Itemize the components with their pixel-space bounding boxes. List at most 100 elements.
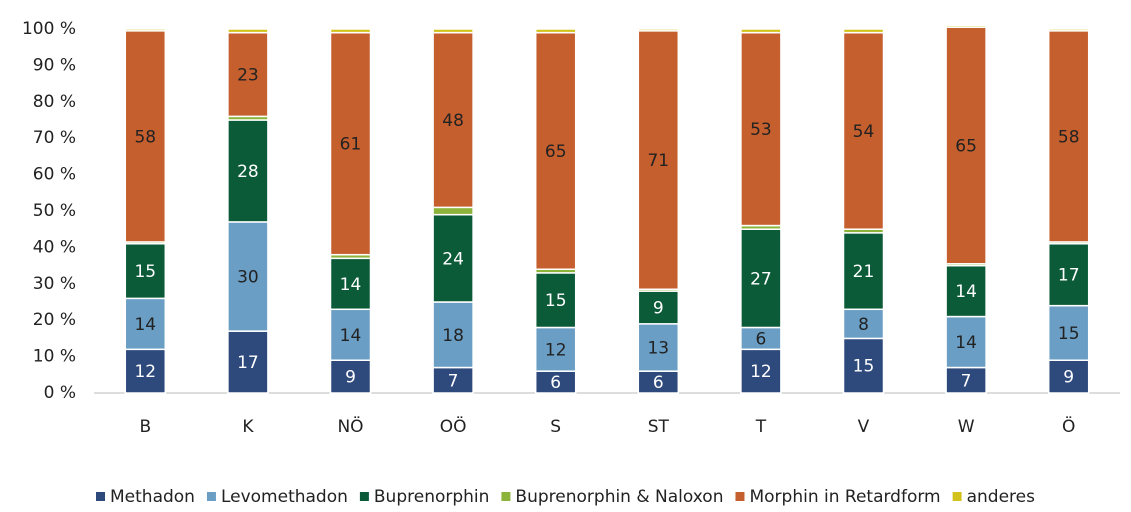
x-tick-label: NÖ (337, 415, 363, 437)
bar-segment (329, 257, 372, 311)
bar-segment (945, 24, 987, 28)
bar-segment (842, 28, 885, 34)
bar-segment (227, 221, 269, 332)
bar-segment (227, 330, 269, 394)
legend-label: Buprenorphin (374, 487, 490, 507)
data-label: 12 (750, 362, 772, 382)
data-label: 58 (134, 127, 156, 147)
legend: Methadon Levomethadon Buprenorphin Buprenor… (96, 487, 1035, 507)
data-label: 9 (1063, 368, 1074, 388)
legend-swatch (206, 492, 216, 501)
y-tick-label: 20 % (33, 310, 76, 330)
bar-segment (842, 31, 885, 230)
data-label: 48 (442, 111, 464, 131)
data-label: 7 (961, 371, 972, 391)
bar-segment (227, 119, 269, 223)
bar-segment (124, 348, 167, 394)
bar-segment (432, 28, 474, 34)
x-tick-label: S (550, 417, 561, 437)
data-label: 15 (545, 291, 567, 311)
bar-segment (329, 28, 372, 34)
bar-segment (124, 28, 167, 32)
bar-segment (124, 30, 167, 243)
bar-segment (637, 323, 680, 372)
x-tick-label: B (139, 417, 151, 437)
bar-segment (740, 228, 782, 329)
bar-segment (1047, 28, 1090, 32)
data-label: 65 (545, 142, 567, 162)
data-label: 12 (545, 340, 567, 360)
y-tick-label: 70 % (33, 128, 76, 148)
data-label: 14 (340, 275, 362, 295)
data-label: 24 (442, 249, 464, 269)
bar-segment (842, 308, 885, 340)
bar-segment (945, 26, 987, 265)
y-tick-label: 80 % (33, 92, 76, 112)
bar-segment (1047, 304, 1090, 361)
y-tick-label: 60 % (33, 165, 76, 185)
data-label: 13 (647, 339, 669, 359)
data-label: 6 (550, 373, 561, 393)
data-label: 14 (340, 326, 362, 346)
bar-segment (329, 359, 372, 394)
data-label: 27 (750, 269, 772, 289)
data-label: 9 (653, 298, 664, 318)
legend-label: Levomethadon (221, 487, 348, 507)
data-label: 15 (853, 357, 875, 377)
y-tick-label: 30 % (33, 274, 76, 294)
data-label: 15 (134, 262, 156, 282)
bar-segment (637, 30, 680, 291)
x-tick-label: W (958, 417, 975, 437)
data-label: 61 (340, 135, 362, 155)
bar-segment (432, 206, 474, 216)
bar-segment (227, 31, 269, 118)
bar-segment (227, 28, 269, 34)
bar-segment (432, 213, 474, 303)
bar-segment (945, 315, 987, 369)
bar-segment (637, 28, 680, 32)
y-tick-label: 10 % (33, 347, 76, 367)
data-label: 28 (237, 162, 259, 182)
bar-segment (740, 28, 782, 34)
data-label: 65 (955, 136, 977, 156)
y-tick-label: 50 % (33, 201, 76, 221)
bar-segment (534, 28, 577, 34)
data-label: 21 (853, 262, 875, 282)
legend-swatch (735, 492, 745, 501)
data-label: 9 (345, 368, 356, 388)
x-tick-label: T (755, 417, 767, 437)
bar-segment (534, 31, 577, 270)
legend-swatch (96, 492, 106, 501)
data-label: 14 (955, 282, 977, 302)
data-label: 14 (955, 333, 977, 353)
data-label: 54 (853, 122, 875, 142)
data-label: 17 (237, 353, 259, 373)
legend-swatch (359, 492, 369, 501)
bar-segment (842, 337, 885, 394)
x-tick-label: Ö (1062, 415, 1075, 437)
data-label: 8 (858, 315, 869, 335)
data-label: 17 (1058, 266, 1080, 286)
x-tick-label: ST (648, 417, 670, 437)
bar-segment (432, 301, 474, 369)
data-label: 6 (755, 329, 766, 349)
data-label: 53 (750, 120, 772, 140)
y-tick-label: 90 % (33, 55, 76, 75)
y-tick-label: 40 % (33, 237, 76, 257)
bar-segment (1047, 243, 1090, 307)
data-label: 30 (237, 268, 259, 288)
data-label: 6 (653, 373, 664, 393)
legend-label: Morphin in Retardform (749, 487, 940, 507)
bar-segment (740, 31, 782, 227)
legend-swatch (501, 492, 511, 501)
bar-segment (534, 326, 577, 372)
data-label: 15 (1058, 324, 1080, 344)
x-tick-label: K (242, 417, 254, 437)
bar-segment (432, 366, 474, 394)
data-label: 18 (442, 326, 464, 346)
legend-swatch (952, 492, 962, 501)
y-tick-label: 0 % (44, 383, 76, 403)
legend-label: anderes (967, 487, 1036, 507)
bar-segment (1047, 30, 1090, 243)
